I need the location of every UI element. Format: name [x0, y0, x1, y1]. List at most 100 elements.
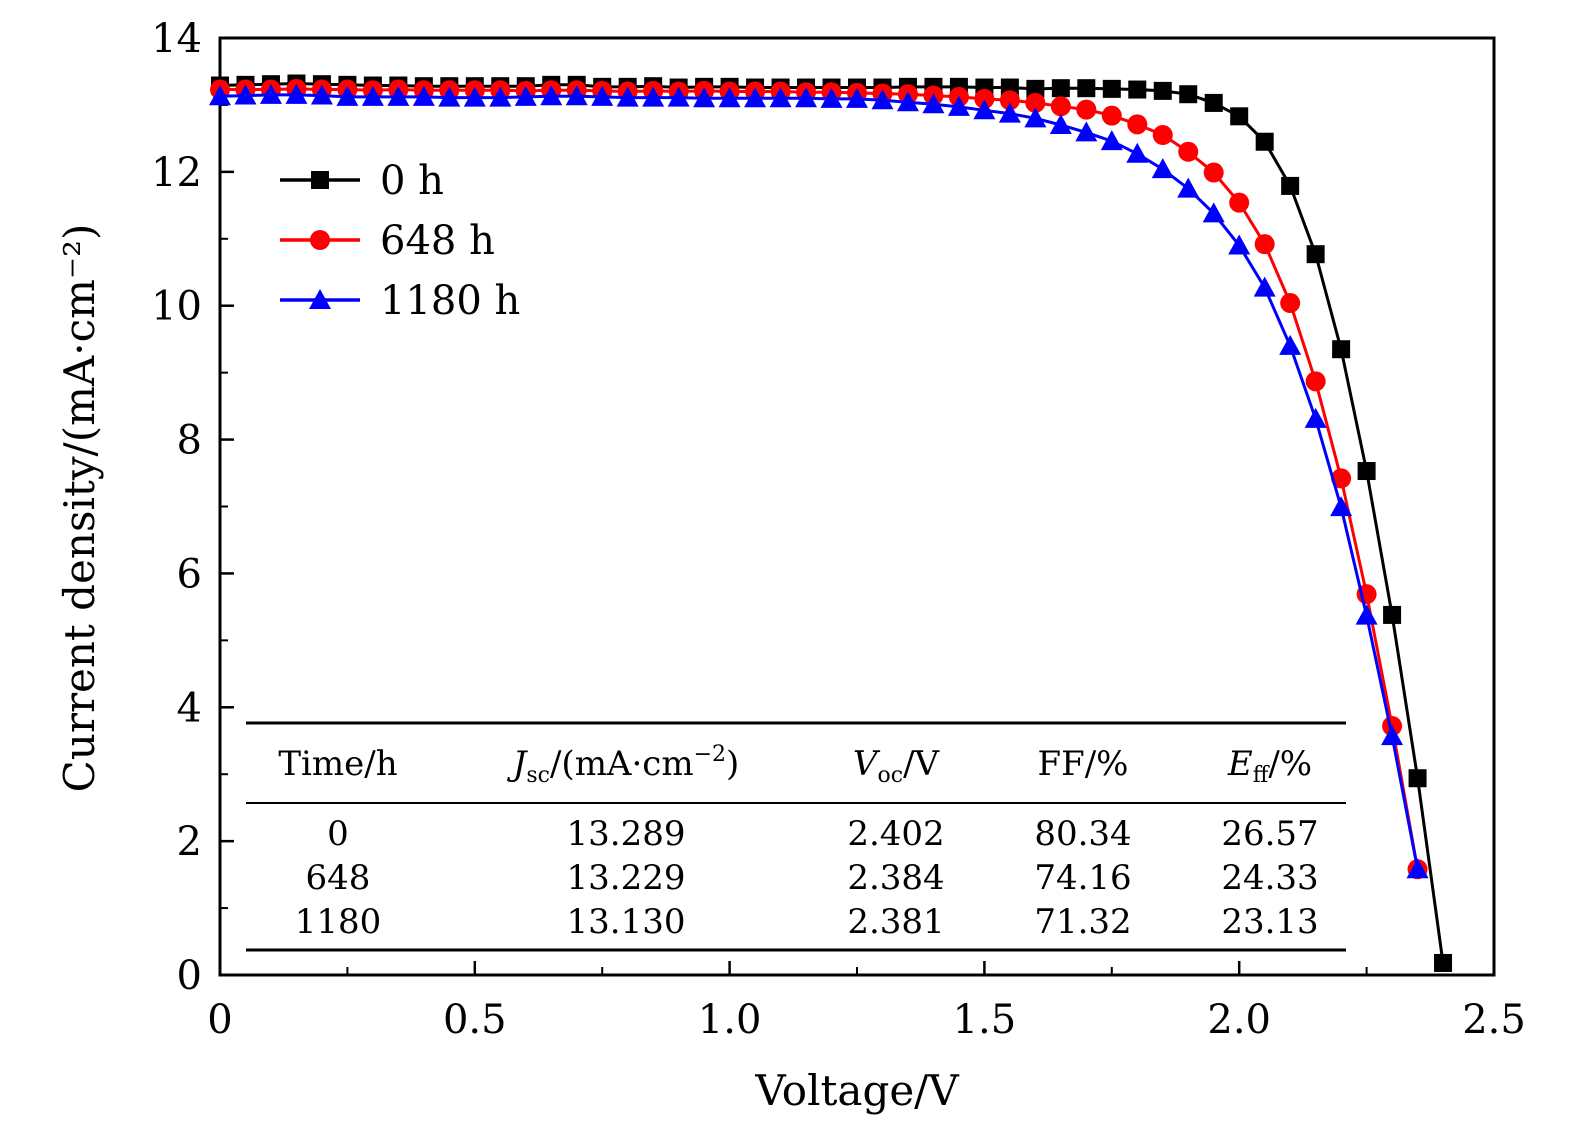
eff-unit: /% [1268, 744, 1312, 784]
data-point [998, 102, 1021, 123]
data-point [1179, 85, 1198, 104]
x-tick-label: 1.0 [698, 997, 762, 1043]
table-body: 0 13.289 2.402 80.34 26.57 648 13.229 2.384 74.1… [295, 814, 1319, 942]
series-2 [209, 83, 1429, 879]
data-point [1025, 92, 1046, 113]
inset-table: Time/h Jsc/(mA·cm−2) Voc/V FF/% Eff/% 0 1… [246, 721, 1346, 952]
y-tick-label: 4 [177, 685, 202, 731]
data-point [974, 88, 995, 109]
legend-marker [310, 230, 330, 250]
y-tick-label: 2 [177, 819, 202, 865]
voc-unit: /V [903, 744, 940, 784]
table-cell: 1180 [295, 902, 382, 942]
data-point [540, 85, 563, 106]
data-point [1279, 334, 1302, 355]
legend-label: 0 h [380, 158, 444, 204]
table-cell: 80.34 [1034, 814, 1131, 854]
data-point [1406, 858, 1429, 879]
data-point [1381, 725, 1404, 746]
jsc-subscript: sc [526, 763, 550, 788]
data-point [387, 85, 410, 106]
data-point [565, 85, 588, 106]
table-cell: 13.130 [567, 902, 686, 942]
data-point [616, 86, 639, 107]
y-axis: 0 2 4 6 8 10 12 14 [151, 16, 234, 999]
data-point [285, 83, 308, 104]
data-point [795, 87, 818, 108]
data-point [1383, 605, 1402, 624]
data-point [1203, 162, 1224, 183]
data-point [1026, 79, 1045, 98]
y-tick-label: 10 [151, 284, 202, 330]
y-tick-label: 0 [177, 953, 202, 999]
data-point [1306, 245, 1325, 264]
data-point [1202, 202, 1225, 223]
table-row: 0 13.289 2.402 80.34 26.57 [327, 814, 1318, 854]
legend-item: 0 h [280, 158, 444, 204]
data-point [1253, 276, 1276, 297]
table-cell: 13.289 [567, 814, 686, 854]
data-point [667, 86, 690, 107]
data-point [1153, 81, 1172, 100]
data-point [259, 83, 282, 104]
jsc-exponent: −2 [694, 742, 726, 767]
data-point [1204, 93, 1223, 112]
data-point [1229, 192, 1250, 213]
data-point [1408, 769, 1427, 788]
data-point [1434, 953, 1453, 972]
y-tick-label: 8 [177, 418, 202, 464]
data-point [1280, 293, 1301, 314]
x-tick-label: 2.5 [1462, 997, 1526, 1043]
data-point [1101, 105, 1122, 126]
data-point [1100, 130, 1123, 151]
legend-item: 648 h [280, 218, 495, 264]
y-axis-title: Current density/(mA·cm⁻²) [55, 224, 104, 793]
data-point [693, 87, 716, 108]
legend-label: 648 h [380, 218, 495, 264]
data-point [1255, 132, 1274, 151]
data-point [1228, 234, 1251, 255]
data-point [846, 87, 868, 108]
jsc-symbol: J [507, 744, 529, 784]
data-point [1331, 468, 1352, 489]
x-axis: 0 0.5 1.0 1.5 2.0 2.5 [207, 961, 1526, 1043]
x-tick-label: 0 [207, 997, 232, 1043]
jsc-unit-close: ) [726, 744, 739, 784]
legend-marker [309, 289, 331, 309]
table-row: 648 13.229 2.384 74.16 24.33 [306, 858, 1319, 898]
table-cell: 74.16 [1034, 858, 1131, 898]
data-point [336, 85, 359, 106]
data-point [642, 86, 665, 107]
data-point [361, 85, 384, 106]
data-point [1128, 80, 1147, 99]
x-tick-label: 1.5 [953, 997, 1017, 1043]
data-point [744, 87, 767, 108]
data-point [896, 91, 919, 112]
data-point [1049, 114, 1072, 135]
data-point [1051, 79, 1070, 98]
data-point [820, 87, 843, 108]
x-axis-title: Voltage/V [754, 1066, 959, 1115]
table-row: 1180 13.130 2.381 71.32 23.13 [295, 902, 1319, 942]
data-point [718, 87, 741, 108]
data-point [947, 95, 970, 116]
data-point [1355, 604, 1378, 625]
data-point [973, 99, 996, 120]
eff-symbol: E [1227, 744, 1253, 784]
data-point [1332, 340, 1351, 359]
data-point [1281, 176, 1300, 195]
data-point [1126, 142, 1149, 163]
y-tick-label: 6 [177, 551, 202, 597]
data-point [1024, 107, 1047, 128]
y-tick-label: 14 [151, 16, 202, 62]
legend: 0 h 648 h 1180 h [280, 158, 520, 324]
table-cell: 2.381 [847, 902, 944, 942]
data-point [1076, 99, 1097, 120]
table-cell: 23.13 [1221, 902, 1318, 942]
legend-item: 1180 h [280, 278, 520, 324]
table-cell: 24.33 [1221, 858, 1318, 898]
data-point [591, 85, 614, 106]
data-point [1178, 141, 1199, 162]
data-point [438, 86, 461, 107]
